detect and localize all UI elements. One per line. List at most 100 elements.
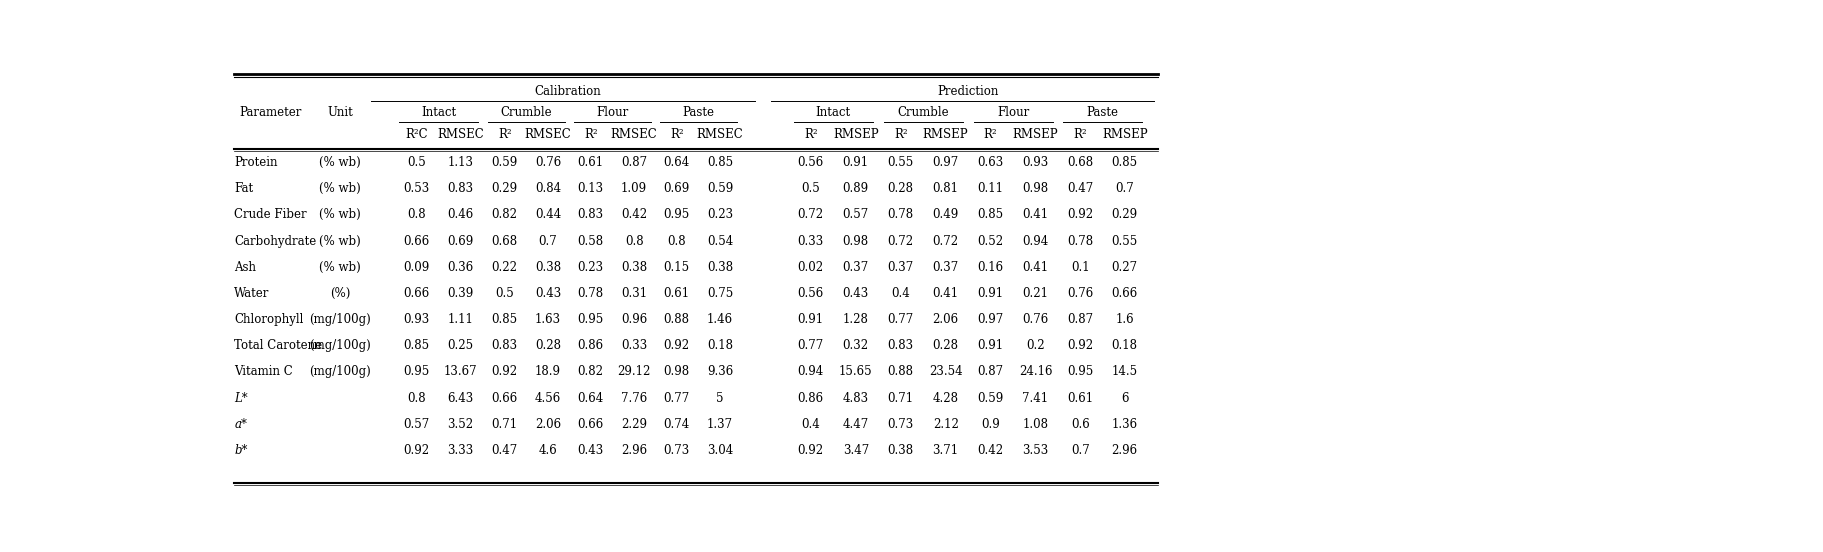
Text: (% wb): (% wb) bbox=[319, 182, 361, 195]
Text: Fat: Fat bbox=[233, 182, 253, 195]
Text: 0.63: 0.63 bbox=[977, 156, 1003, 169]
Text: 0.87: 0.87 bbox=[977, 365, 1003, 379]
Text: 0.8: 0.8 bbox=[407, 208, 425, 221]
Text: 0.78: 0.78 bbox=[1066, 235, 1094, 247]
Text: 0.85: 0.85 bbox=[492, 313, 518, 326]
Text: Ash: Ash bbox=[233, 261, 255, 274]
Text: 0.88: 0.88 bbox=[664, 313, 689, 326]
Text: 3.53: 3.53 bbox=[1023, 444, 1048, 457]
Text: 0.8: 0.8 bbox=[407, 391, 425, 405]
Text: b*: b* bbox=[233, 444, 248, 457]
Text: 0.84: 0.84 bbox=[534, 182, 561, 195]
Text: 0.23: 0.23 bbox=[707, 208, 733, 221]
Text: (% wb): (% wb) bbox=[319, 261, 361, 274]
Text: 0.5: 0.5 bbox=[800, 182, 820, 195]
Text: RMSEP: RMSEP bbox=[1101, 128, 1147, 141]
Text: 0.46: 0.46 bbox=[447, 208, 474, 221]
Text: 0.64: 0.64 bbox=[578, 391, 603, 405]
Text: RMSEP: RMSEP bbox=[922, 128, 968, 141]
Text: a*: a* bbox=[233, 418, 246, 431]
Text: 15.65: 15.65 bbox=[839, 365, 871, 379]
Text: 1.6: 1.6 bbox=[1114, 313, 1134, 326]
Text: 1.36: 1.36 bbox=[1110, 418, 1138, 431]
Text: 0.1: 0.1 bbox=[1070, 261, 1088, 274]
Text: 0.18: 0.18 bbox=[707, 339, 733, 352]
Text: 0.61: 0.61 bbox=[1066, 391, 1094, 405]
Text: 0.98: 0.98 bbox=[664, 365, 689, 379]
Text: 0.44: 0.44 bbox=[534, 208, 561, 221]
Text: 0.2: 0.2 bbox=[1026, 339, 1045, 352]
Text: 0.95: 0.95 bbox=[664, 208, 689, 221]
Text: 0.85: 0.85 bbox=[403, 339, 428, 352]
Text: 0.64: 0.64 bbox=[664, 156, 689, 169]
Text: 0.15: 0.15 bbox=[664, 261, 689, 274]
Text: Unit: Unit bbox=[328, 106, 354, 119]
Text: 0.91: 0.91 bbox=[797, 313, 824, 326]
Text: 0.29: 0.29 bbox=[492, 182, 518, 195]
Text: 0.82: 0.82 bbox=[492, 208, 518, 221]
Text: 0.88: 0.88 bbox=[888, 365, 913, 379]
Text: 0.91: 0.91 bbox=[977, 339, 1003, 352]
Text: 0.58: 0.58 bbox=[578, 235, 603, 247]
Text: 0.68: 0.68 bbox=[1066, 156, 1094, 169]
Text: 6.43: 6.43 bbox=[447, 391, 474, 405]
Text: RMSEP: RMSEP bbox=[833, 128, 879, 141]
Text: 0.33: 0.33 bbox=[797, 235, 824, 247]
Text: Parameter: Parameter bbox=[239, 106, 301, 119]
Text: R²: R² bbox=[893, 128, 908, 141]
Text: RMSEC: RMSEC bbox=[611, 128, 656, 141]
Text: 0.54: 0.54 bbox=[707, 235, 733, 247]
Text: 0.95: 0.95 bbox=[578, 313, 603, 326]
Text: 0.83: 0.83 bbox=[447, 182, 474, 195]
Text: 0.68: 0.68 bbox=[492, 235, 518, 247]
Text: 0.78: 0.78 bbox=[888, 208, 913, 221]
Text: 0.72: 0.72 bbox=[797, 208, 824, 221]
Text: (% wb): (% wb) bbox=[319, 208, 361, 221]
Text: 0.81: 0.81 bbox=[932, 182, 959, 195]
Text: 2.12: 2.12 bbox=[932, 418, 959, 431]
Text: 4.6: 4.6 bbox=[538, 444, 558, 457]
Text: 1.63: 1.63 bbox=[534, 313, 561, 326]
Text: R²C: R²C bbox=[405, 128, 427, 141]
Text: 0.43: 0.43 bbox=[578, 444, 603, 457]
Text: 1.46: 1.46 bbox=[707, 313, 733, 326]
Text: 0.85: 0.85 bbox=[707, 156, 733, 169]
Text: 0.92: 0.92 bbox=[403, 444, 428, 457]
Text: (mg/100g): (mg/100g) bbox=[310, 365, 372, 379]
Text: 0.37: 0.37 bbox=[932, 261, 959, 274]
Text: 0.41: 0.41 bbox=[1023, 261, 1048, 274]
Text: 0.94: 0.94 bbox=[1023, 235, 1048, 247]
Text: Paste: Paste bbox=[682, 106, 715, 119]
Text: 1.11: 1.11 bbox=[447, 313, 474, 326]
Text: 0.82: 0.82 bbox=[578, 365, 603, 379]
Text: 0.69: 0.69 bbox=[447, 235, 474, 247]
Text: 0.09: 0.09 bbox=[403, 261, 428, 274]
Text: 0.77: 0.77 bbox=[797, 339, 824, 352]
Text: 0.38: 0.38 bbox=[707, 261, 733, 274]
Text: 0.66: 0.66 bbox=[1110, 287, 1138, 300]
Text: 0.7: 0.7 bbox=[1114, 182, 1134, 195]
Text: 0.78: 0.78 bbox=[578, 287, 603, 300]
Text: 0.4: 0.4 bbox=[800, 418, 820, 431]
Text: 6: 6 bbox=[1121, 391, 1128, 405]
Text: 3.33: 3.33 bbox=[447, 444, 474, 457]
Text: Prediction: Prediction bbox=[937, 85, 997, 98]
Text: 0.91: 0.91 bbox=[842, 156, 868, 169]
Text: (% wb): (% wb) bbox=[319, 235, 361, 247]
Text: 3.52: 3.52 bbox=[447, 418, 474, 431]
Text: 0.73: 0.73 bbox=[888, 418, 913, 431]
Text: Paste: Paste bbox=[1087, 106, 1117, 119]
Text: 0.94: 0.94 bbox=[797, 365, 824, 379]
Text: 0.61: 0.61 bbox=[578, 156, 603, 169]
Text: 0.95: 0.95 bbox=[1066, 365, 1094, 379]
Text: 0.16: 0.16 bbox=[977, 261, 1003, 274]
Text: Intact: Intact bbox=[421, 106, 456, 119]
Text: 0.42: 0.42 bbox=[977, 444, 1003, 457]
Text: 4.47: 4.47 bbox=[842, 418, 868, 431]
Text: 0.6: 0.6 bbox=[1070, 418, 1090, 431]
Text: R²: R² bbox=[1074, 128, 1087, 141]
Text: 0.31: 0.31 bbox=[620, 287, 647, 300]
Text: 0.77: 0.77 bbox=[664, 391, 689, 405]
Text: (% wb): (% wb) bbox=[319, 156, 361, 169]
Text: 0.23: 0.23 bbox=[578, 261, 603, 274]
